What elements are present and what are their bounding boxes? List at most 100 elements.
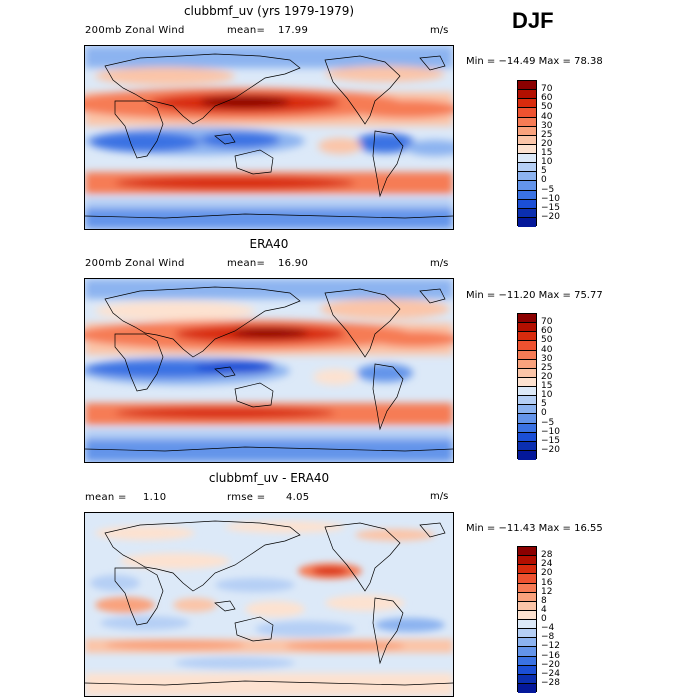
panel-3-title: clubbmf_uv - ERA40 — [208, 471, 330, 485]
colorbar-tick-label: 60 — [541, 326, 553, 337]
colorbar-swatch — [518, 126, 536, 136]
panel-2-map — [84, 278, 454, 463]
colorbar-tick-label: 0 — [541, 175, 547, 186]
panel-3-minmax: Min = −11.43 Max = 16.55 — [466, 523, 603, 534]
panel-1-mean-value: 17.99 — [278, 25, 309, 36]
colorbar-swatch — [518, 396, 536, 406]
colorbar-swatch — [518, 90, 536, 100]
colorbar-tick-label: −20 — [541, 659, 560, 670]
colorbar-swatch — [518, 190, 536, 200]
colorbar-swatch — [518, 574, 536, 584]
colorbar-swatch — [518, 556, 536, 566]
colorbar-tick-label: 16 — [541, 577, 553, 588]
colorbar-swatch — [518, 154, 536, 164]
colorbar-swatch — [518, 547, 536, 557]
panel-1-colorbar — [517, 80, 537, 227]
season-label: DJF — [512, 8, 554, 33]
panel-3-rmse-value: 4.05 — [286, 492, 310, 503]
colorbar-tick-label: 20 — [541, 568, 553, 579]
colorbar-swatch — [518, 674, 536, 684]
colorbar-swatch — [518, 350, 536, 360]
colorbar-tick-label: −28 — [541, 677, 560, 688]
panel-2-mean-label: mean= — [227, 258, 266, 269]
colorbar-tick-label: 24 — [541, 559, 553, 570]
colorbar-tick-label: −20 — [541, 444, 560, 455]
panel-1-units: m/s — [430, 25, 449, 36]
colorbar-swatch — [518, 172, 536, 182]
colorbar-tick-label: −10 — [541, 426, 560, 437]
colorbar-swatch — [518, 359, 536, 369]
colorbar-tick-label: 25 — [541, 129, 553, 140]
colorbar-swatch — [518, 108, 536, 118]
colorbar-tick-label: 4 — [541, 604, 547, 615]
colorbar-swatch — [518, 405, 536, 415]
colorbar-tick-label: 20 — [541, 371, 553, 382]
panel-3-mean-value: 1.10 — [143, 492, 167, 503]
colorbar-tick-label: 10 — [541, 157, 553, 168]
colorbar-swatch — [518, 665, 536, 675]
panel-3-rmse-label: rmse = — [227, 492, 266, 503]
panel-2-minmax: Min = −11.20 Max = 75.77 — [466, 290, 603, 301]
colorbar-tick-label: −24 — [541, 668, 560, 679]
colorbar-tick-label: −15 — [541, 435, 560, 446]
colorbar-tick-label: 30 — [541, 353, 553, 364]
panel-3-mean-label: mean = — [85, 492, 127, 503]
panel-2-field-label: 200mb Zonal Wind — [85, 258, 185, 269]
colorbar-tick-label: −8 — [541, 632, 555, 643]
colorbar-swatch — [518, 629, 536, 639]
colorbar-tick-label: −20 — [541, 211, 560, 222]
colorbar-tick-label: 5 — [541, 166, 547, 177]
panel-1-field-label: 200mb Zonal Wind — [85, 25, 185, 36]
panel-1-title: clubbmf_uv (yrs 1979-1979) — [183, 4, 355, 18]
colorbar-tick-label: 8 — [541, 595, 547, 606]
colorbar-swatch — [518, 377, 536, 387]
colorbar-swatch — [518, 323, 536, 333]
panel-3-units: m/s — [430, 491, 449, 502]
colorbar-tick-label: 60 — [541, 93, 553, 104]
colorbar-tick-label: 15 — [541, 381, 553, 391]
colorbar-swatch — [518, 81, 536, 91]
panel-1-minmax: Min = −14.49 Max = 78.38 — [466, 56, 603, 67]
panel-1-mean-label: mean= — [227, 25, 266, 36]
colorbar-swatch — [518, 99, 536, 109]
colorbar-tick-label: 50 — [541, 335, 553, 346]
panel-3-colorbar — [517, 546, 537, 693]
colorbar-swatch — [518, 314, 536, 324]
colorbar-tick-label: −16 — [541, 650, 560, 661]
panel-1-map — [84, 45, 454, 230]
colorbar-swatch — [518, 144, 536, 154]
colorbar-swatch — [518, 441, 536, 451]
colorbar-swatch — [518, 208, 536, 218]
colorbar-swatch — [518, 592, 536, 602]
colorbar-swatch — [518, 341, 536, 351]
colorbar-swatch — [518, 181, 536, 191]
colorbar-swatch — [518, 656, 536, 666]
panel-2-units: m/s — [430, 258, 449, 269]
colorbar-swatch — [518, 583, 536, 593]
panel-2-title: ERA40 — [249, 237, 289, 251]
colorbar-swatch — [518, 163, 536, 173]
colorbar-swatch — [518, 601, 536, 611]
colorbar-tick-label: 15 — [541, 148, 553, 158]
colorbar-swatch — [518, 450, 536, 460]
colorbar-tick-label: 20 — [541, 138, 553, 149]
colorbar-swatch — [518, 565, 536, 575]
colorbar-tick-label: 25 — [541, 362, 553, 373]
panel-3-map — [84, 512, 454, 697]
colorbar-swatch — [518, 638, 536, 648]
colorbar-tick-label: 0 — [541, 614, 547, 624]
colorbar-swatch — [518, 387, 536, 397]
colorbar-swatch — [518, 610, 536, 620]
colorbar-tick-label: 40 — [541, 344, 553, 355]
panel-2-colorbar — [517, 313, 537, 460]
colorbar-tick-label: −15 — [541, 202, 560, 213]
colorbar-tick-label: −4 — [541, 623, 555, 634]
colorbar-swatch — [518, 647, 536, 657]
colorbar-tick-label: 40 — [541, 111, 553, 122]
colorbar-tick-label: −5 — [541, 417, 555, 428]
colorbar-tick-label: −10 — [541, 193, 560, 204]
colorbar-tick-label: 70 — [541, 317, 553, 328]
colorbar-tick-label: 28 — [541, 550, 553, 561]
panel-2-mean-value: 16.90 — [278, 258, 309, 269]
colorbar-swatch — [518, 332, 536, 342]
